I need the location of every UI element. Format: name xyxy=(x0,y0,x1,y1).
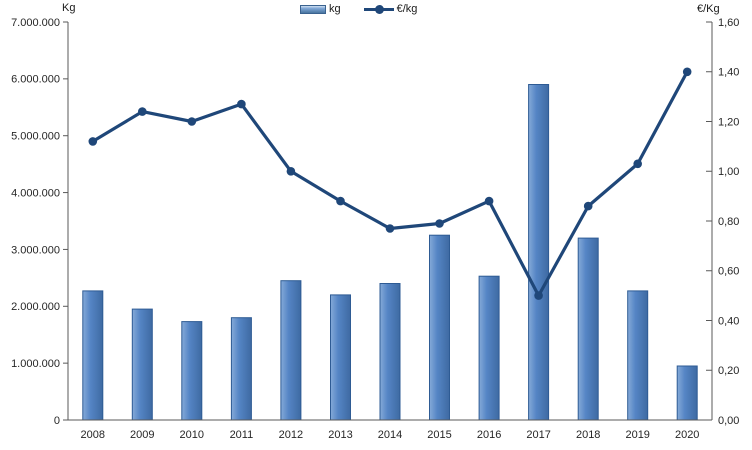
line-marker-2019 xyxy=(633,159,642,169)
year-label-2018: 2018 xyxy=(576,429,600,441)
bar-2015 xyxy=(429,234,450,421)
right-tick-label: 0,00 xyxy=(718,415,739,427)
legend-label-kg: kg xyxy=(329,3,341,15)
left-tick-label: 1.000.000 xyxy=(11,358,60,370)
line-marker-2020 xyxy=(682,67,692,77)
bar-2012 xyxy=(280,280,302,421)
right-tick-label: 1,60 xyxy=(718,17,739,29)
line-marker-2015 xyxy=(435,219,444,228)
right-tick-label: 0,60 xyxy=(718,266,739,278)
bar-2009 xyxy=(131,308,153,421)
legend-label-eur-per-kg: €/kg xyxy=(396,3,418,15)
left-tick-label: 4.000.000 xyxy=(11,187,60,199)
left-tick-label: 2.000.000 xyxy=(11,301,60,313)
bar-2020 xyxy=(676,365,698,421)
year-label-2016: 2016 xyxy=(477,429,501,441)
bar-2010 xyxy=(181,321,203,421)
year-label-2009: 2009 xyxy=(130,429,154,441)
line-marker-2010 xyxy=(187,117,197,126)
year-label-2019: 2019 xyxy=(625,429,649,441)
left-tick-label: 7.000.000 xyxy=(11,17,60,29)
left-tick-label: 5.000.000 xyxy=(11,131,60,143)
chart-legend: kg €/kg xyxy=(300,3,417,15)
right-tick-label: 1,40 xyxy=(718,67,739,79)
line-marker-2014 xyxy=(385,224,395,233)
line-marker-2008 xyxy=(88,137,98,146)
bar-2016 xyxy=(478,275,500,421)
bar-2017 xyxy=(528,84,550,421)
year-label-2014: 2014 xyxy=(378,429,402,441)
line-marker-2009 xyxy=(138,107,147,116)
left-tick-label: 0 xyxy=(54,415,60,427)
bar-2008 xyxy=(82,290,104,421)
year-label-2015: 2015 xyxy=(427,429,451,441)
bar-2013 xyxy=(330,294,351,421)
right-tick-label: 0,20 xyxy=(718,365,739,377)
year-label-2020: 2020 xyxy=(675,429,699,441)
bar-2019 xyxy=(627,290,649,421)
bar-series-swatch-icon xyxy=(300,4,326,14)
line-marker-2018 xyxy=(583,201,593,211)
year-label-2012: 2012 xyxy=(279,429,303,441)
bar-2014 xyxy=(379,283,401,421)
bar-2018 xyxy=(577,237,599,421)
line-series-swatch-icon xyxy=(363,4,394,15)
left-tick-label: 3.000.000 xyxy=(11,244,60,256)
right-axis-title: €/Kg xyxy=(697,3,720,15)
legend-item-eur-per-kg: €/kg xyxy=(350,3,418,15)
year-label-2010: 2010 xyxy=(180,429,204,441)
bar-2011 xyxy=(230,317,252,421)
legend-item-kg: kg xyxy=(300,3,341,15)
right-tick-label: 0,40 xyxy=(718,315,739,327)
line-marker-2011 xyxy=(237,99,246,109)
line-marker-2017 xyxy=(534,291,543,300)
right-tick-label: 1,20 xyxy=(718,116,739,128)
year-label-2008: 2008 xyxy=(81,429,105,441)
line-marker-2016 xyxy=(484,196,494,206)
line-marker-2012 xyxy=(286,167,296,176)
left-axis-title: Kg xyxy=(62,2,76,14)
right-tick-label: 0,80 xyxy=(718,216,739,228)
year-label-2011: 2011 xyxy=(230,429,254,441)
right-tick-label: 1,00 xyxy=(718,166,739,178)
left-tick-label: 6.000.000 xyxy=(11,74,60,86)
year-label-2017: 2017 xyxy=(526,429,550,441)
year-label-2013: 2013 xyxy=(328,429,352,441)
line-marker-2013 xyxy=(336,196,345,206)
